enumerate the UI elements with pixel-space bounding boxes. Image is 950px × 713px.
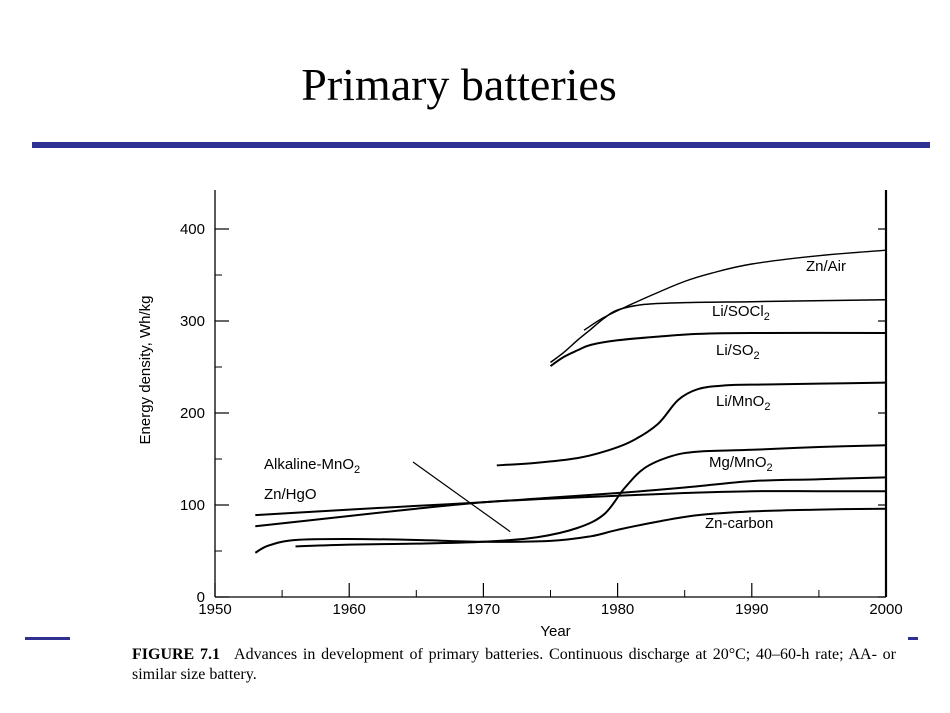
series-line-alkaline-mno2: [255, 490, 886, 528]
y-tick-label: 0: [197, 589, 205, 606]
series-line-zn-hgo: [255, 476, 887, 517]
x-tick-label: 1950: [198, 601, 231, 618]
y-tick-label: 100: [180, 497, 205, 514]
footer-rule-left: [25, 637, 70, 640]
annotation-pointer-line: [412, 461, 511, 533]
x-tick-label: 1990: [735, 601, 768, 618]
x-tick-label: 1970: [467, 601, 500, 618]
chart-series-labels: Zn/Air Li/SOCl2 Li/SO2 Li/MnO2 Mg/MnO2 Zn-car…: [264, 258, 846, 532]
chart-series: [254, 249, 887, 554]
title-divider: [32, 142, 930, 148]
series-line-li-mno2: [496, 381, 887, 467]
slide-title: Primary batteries: [301, 59, 617, 110]
x-axis-title: Year: [540, 623, 570, 640]
x-tick-label: 1960: [333, 601, 366, 618]
annotation-label-alkaline-mno2: Alkaline-MnO2: [264, 456, 360, 476]
series-line-zn-carbon: [254, 507, 887, 554]
footer-rule-right: [908, 637, 918, 640]
series-label-zn-carbon: Zn-carbon: [705, 515, 773, 532]
series-label-li-so2: Li/SO2: [716, 342, 760, 362]
series-label-zn-air: Zn/Air: [806, 258, 846, 275]
series-line-mg-mno2: [295, 444, 887, 548]
series-label-li-mno2: Li/MnO2: [716, 393, 770, 413]
figure-label: FIGURE 7.1: [132, 646, 221, 663]
y-tick-label: 400: [180, 221, 205, 238]
series-label-zn-hgo: Zn/HgO: [264, 486, 317, 503]
series-label-mg-mno2: Mg/MnO2: [709, 454, 773, 474]
series-line-li-socl2: [550, 299, 887, 363]
figure-caption-text: Advances in development of primary batte…: [132, 646, 897, 683]
y-tick-label: 200: [180, 405, 205, 422]
y-tick-label: 300: [180, 313, 205, 330]
x-tick-label: 2000: [869, 601, 902, 618]
x-tick-label: 1980: [601, 601, 634, 618]
chart-annotations: Alkaline-MnO2: [264, 456, 511, 533]
y-axis-title: Energy density, Wh/kg: [137, 296, 154, 445]
series-line-li-so2: [549, 331, 887, 367]
series-label-li-socl2: Li/SOCl2: [712, 303, 770, 323]
figure-caption: FIGURE 7.1 Advances in development of pri…: [132, 645, 896, 685]
chart-axes: 0 100 200 300 400 1950 1960 1970 1980 1990 2000 Yea…: [137, 190, 903, 640]
